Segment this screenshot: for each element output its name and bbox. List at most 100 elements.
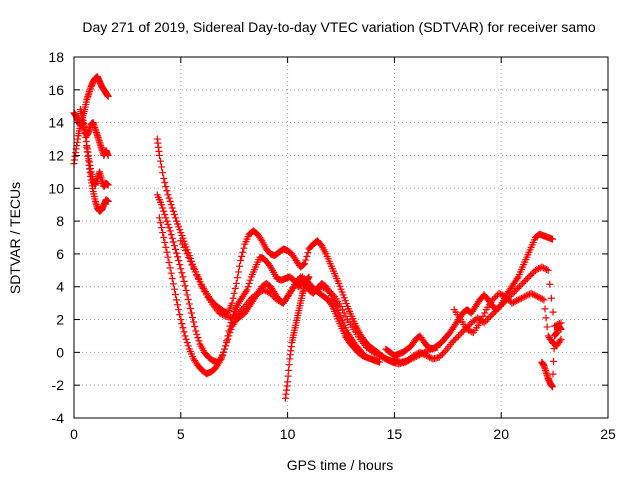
data-points [70, 73, 565, 402]
data-point [556, 337, 564, 345]
data-point [104, 92, 112, 100]
data-point [390, 355, 398, 363]
data-point [557, 335, 565, 343]
data-point [165, 259, 173, 267]
data-point [496, 302, 504, 310]
data-point [465, 326, 473, 334]
data-point [178, 240, 186, 248]
data-point [301, 260, 309, 268]
y-tick-label: 0 [56, 344, 64, 360]
data-point [519, 293, 527, 301]
x-tick-label: 15 [387, 426, 403, 442]
data-point [169, 280, 177, 288]
data-point [182, 335, 190, 343]
data-point [304, 249, 312, 257]
data-point [225, 332, 233, 340]
plot-frame [73, 56, 609, 419]
data-point [257, 288, 265, 296]
data-point [257, 235, 265, 243]
data-point [418, 349, 426, 357]
data-point [419, 350, 427, 358]
data-point [230, 289, 238, 297]
data-point [185, 300, 193, 308]
data-point [424, 352, 432, 360]
data-point [383, 356, 391, 364]
data-point [493, 306, 501, 314]
data-point [180, 328, 188, 336]
data-point [167, 269, 175, 277]
data-point [410, 352, 418, 360]
data-point [236, 307, 244, 315]
data-point [522, 276, 530, 284]
data-point [166, 264, 174, 272]
data-point [479, 312, 487, 320]
data-point [184, 342, 192, 350]
data-point [165, 224, 173, 232]
data-point [162, 183, 170, 191]
data-point [191, 268, 199, 276]
data-point [360, 352, 368, 360]
data-point [160, 234, 168, 241]
data-point [476, 319, 484, 327]
data-point [220, 311, 228, 319]
data-point [342, 312, 350, 320]
data-point [166, 227, 174, 235]
data-point [544, 266, 552, 274]
data-point [456, 330, 464, 338]
data-point [521, 293, 529, 301]
data-point [440, 348, 448, 356]
data-point [490, 294, 498, 302]
data-point [193, 330, 201, 338]
data-point [375, 358, 383, 366]
y-tick-label: 18 [48, 49, 64, 65]
data-point [319, 284, 327, 292]
data-point [438, 350, 446, 358]
data-point [178, 320, 186, 328]
data-point [155, 151, 163, 159]
data-point [229, 294, 237, 302]
data-point [529, 290, 537, 298]
data-point [181, 282, 189, 290]
data-point [160, 174, 168, 182]
data-point [448, 339, 456, 347]
data-point [166, 197, 174, 205]
data-point [169, 238, 177, 246]
data-point [426, 353, 434, 361]
data-point [164, 220, 172, 228]
data-point [421, 351, 429, 359]
data-point [196, 278, 204, 286]
x-axis-label: GPS time / hours [287, 457, 394, 473]
data-point [512, 286, 520, 294]
y-tick-label: 6 [56, 246, 64, 262]
data-point [385, 357, 393, 365]
data-point [194, 275, 202, 283]
data-point [548, 235, 556, 243]
y-tick-label: 16 [48, 82, 64, 98]
data-point [168, 275, 176, 283]
data-point [168, 234, 176, 242]
data-point [387, 357, 395, 365]
data-point [514, 296, 522, 304]
data-point [311, 286, 319, 294]
data-point [184, 295, 192, 303]
data-point [217, 310, 225, 318]
data-point [181, 332, 189, 340]
data-point [214, 360, 222, 368]
data-point [318, 283, 326, 291]
data-point [549, 308, 557, 316]
data-point [183, 291, 191, 299]
data-point [162, 243, 170, 251]
chart-title: Day 271 of 2019, Sidereal Day-to-day VTE… [82, 19, 595, 35]
data-point [543, 265, 551, 273]
data-point [394, 357, 402, 365]
data-point [528, 270, 536, 278]
data-point [315, 284, 323, 292]
data-point [180, 277, 188, 285]
data-point [392, 356, 400, 364]
data-point [188, 261, 196, 269]
data-point [177, 237, 185, 245]
data-point [372, 350, 380, 358]
data-point [503, 294, 511, 302]
data-point [190, 318, 198, 326]
data-point [327, 301, 335, 309]
